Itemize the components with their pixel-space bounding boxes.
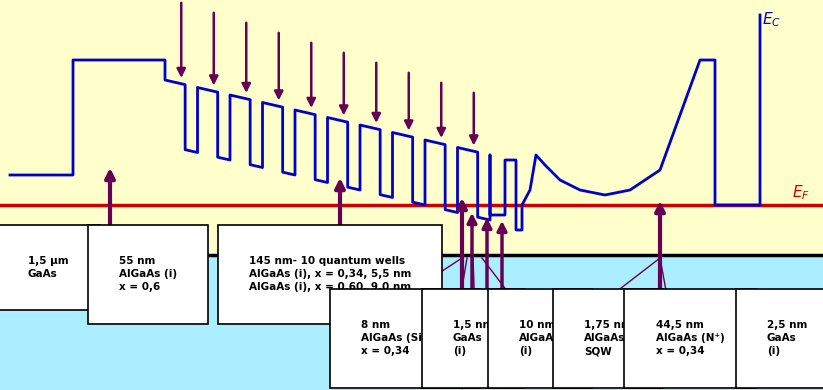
Text: 55 nm
AlGaAs (i)
x = 0,6: 55 nm AlGaAs (i) x = 0,6 [119,256,177,292]
Bar [0,0,823,255]
Text: 2,5 nm
GaAs
(i): 2,5 nm GaAs (i) [767,320,807,356]
Text: 1,5 nm
GaAs
(i): 1,5 nm GaAs (i) [453,320,493,356]
Text: 44,5 nm
AlGaAs (N⁺)
x = 0,34: 44,5 nm AlGaAs (N⁺) x = 0,34 [656,320,724,356]
Text: $E_C$: $E_C$ [762,10,781,29]
Text: 1,75 nm
AlGaAs
SQW: 1,75 nm AlGaAs SQW [584,320,632,356]
Bar [0,255,823,390]
Text: 10 nm
AlGaAs
(i): 10 nm AlGaAs (i) [519,320,560,356]
Text: 145 nm- 10 quantum wells
AlGaAs (i), x = 0,34, 5,5 nm
AlGaAs (i), x = 0,60, 9,0 : 145 nm- 10 quantum wells AlGaAs (i), x =… [249,256,412,292]
Text: 8 nm
AlGaAs (Si, N⁺)
x = 0,34: 8 nm AlGaAs (Si, N⁺) x = 0,34 [361,320,449,356]
Text: $E_F$: $E_F$ [792,183,810,202]
Text: 1,5 μm
GaAs: 1,5 μm GaAs [28,256,68,279]
